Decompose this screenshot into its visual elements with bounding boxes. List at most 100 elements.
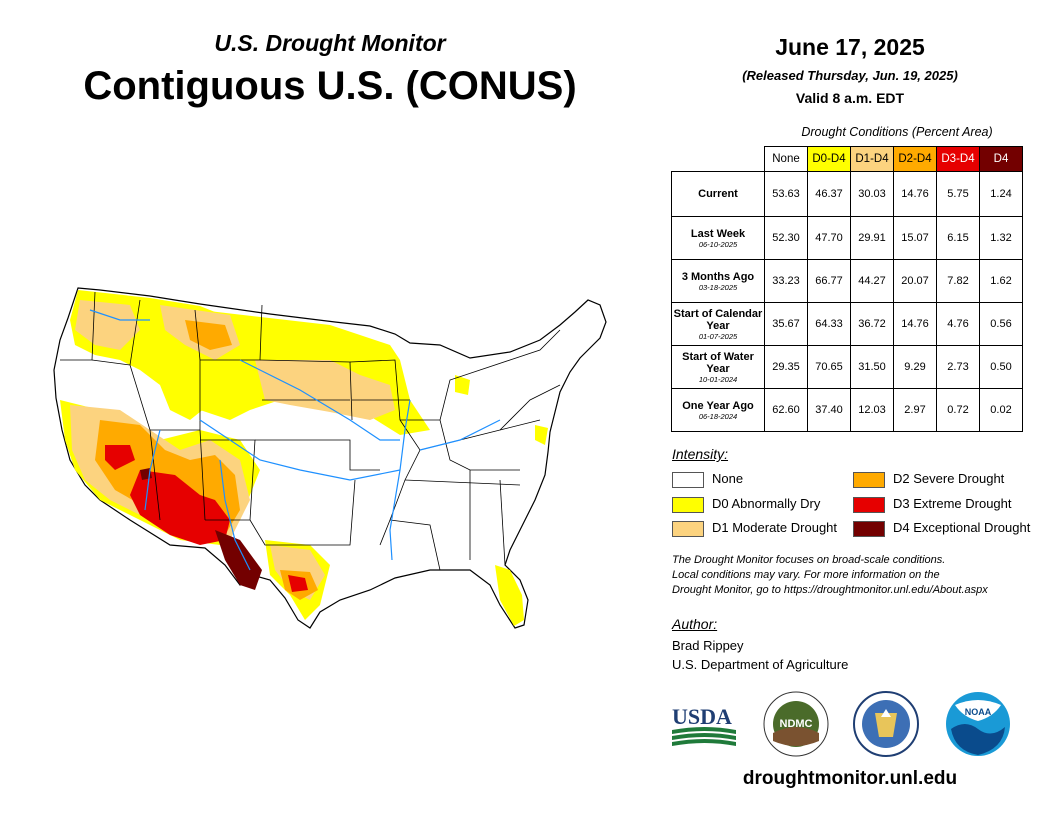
row-label-text: 3 Months Ago bbox=[681, 270, 755, 283]
table-cell: 35.67 bbox=[764, 302, 808, 346]
table-row: Start of Calendar Year 01-07-2025 35.67 6… bbox=[671, 302, 1023, 346]
table-cell: 1.24 bbox=[979, 171, 1023, 217]
row-date: 01-07-2025 bbox=[698, 331, 738, 341]
map-subtitle: U.S. Drought Monitor bbox=[214, 30, 446, 56]
legend-item-none: None bbox=[672, 470, 743, 488]
table-cell: 33.23 bbox=[764, 259, 808, 303]
rivers bbox=[89, 309, 501, 571]
row-label: Last Week 06-10-2025 bbox=[671, 216, 765, 260]
usda-logo-text: USDA bbox=[672, 704, 732, 729]
col-d2-d4: D2-D4 bbox=[893, 146, 937, 172]
table-cell: 30.03 bbox=[850, 171, 894, 217]
table-cell: 7.82 bbox=[936, 259, 980, 303]
table-cell: 20.07 bbox=[893, 259, 937, 303]
noaa-logo-text: NOAA bbox=[965, 707, 992, 717]
conditions-caption: Drought Conditions (Percent Area) bbox=[801, 125, 993, 139]
disclaimer-note: The Drought Monitor focuses on broad-sca… bbox=[672, 553, 1042, 598]
table-cell: 5.75 bbox=[936, 171, 980, 217]
row-date: 06-10-2025 bbox=[698, 239, 738, 249]
legend-heading: Intensity: bbox=[672, 446, 729, 462]
table-row: Last Week 06-10-2025 52.30 47.70 29.91 15… bbox=[671, 216, 1023, 260]
table-corner bbox=[672, 147, 765, 172]
row-label-text: Last Week bbox=[690, 227, 746, 240]
table-cell: 1.32 bbox=[979, 216, 1023, 260]
table-cell: 52.30 bbox=[764, 216, 808, 260]
row-label: One Year Ago 06-18-2024 bbox=[671, 388, 765, 432]
table-row: Current 53.63 46.37 30.03 14.76 5.75 1.2… bbox=[671, 171, 1023, 217]
note-line: Local conditions may vary. For more info… bbox=[672, 569, 940, 581]
legend-item-d0: D0 Abnormally Dry bbox=[672, 495, 820, 513]
row-label: Start of Water Year 10-01-2024 bbox=[671, 345, 765, 389]
table-cell: 0.50 bbox=[979, 345, 1023, 389]
usda-logo: USDA bbox=[672, 704, 736, 746]
ndmc-logo-text: NDMC bbox=[780, 718, 813, 730]
author-heading: Author: bbox=[672, 616, 718, 632]
table-cell: 14.76 bbox=[893, 302, 937, 346]
col-d3-d4: D3-D4 bbox=[936, 146, 980, 172]
table-cell: 29.35 bbox=[764, 345, 808, 389]
table-cell: 37.40 bbox=[807, 388, 851, 432]
row-label: Current bbox=[671, 171, 765, 217]
noaa-logo: NOAA bbox=[946, 692, 1010, 756]
table-cell: 15.07 bbox=[893, 216, 937, 260]
table-cell: 29.91 bbox=[850, 216, 894, 260]
table-cell: 31.50 bbox=[850, 345, 894, 389]
row-date: 10-01-2024 bbox=[698, 374, 738, 384]
table-cell: 66.77 bbox=[807, 259, 851, 303]
ndmc-logo: NDMC bbox=[763, 691, 829, 757]
author-name: Brad Rippey bbox=[672, 638, 744, 653]
legend-swatch bbox=[672, 471, 704, 488]
conditions-table: None D0-D4 D1-D4 D2-D4 D3-D4 D4 Current … bbox=[671, 146, 1023, 432]
table-cell: 36.72 bbox=[850, 302, 894, 346]
row-label-text: Current bbox=[698, 188, 738, 200]
legend-item-d4: D4 Exceptional Drought bbox=[853, 519, 1030, 537]
legend-label: D1 Moderate Drought bbox=[712, 520, 838, 535]
table-cell: 1.62 bbox=[979, 259, 1023, 303]
table-cell: 0.02 bbox=[979, 388, 1023, 432]
legend-swatch bbox=[672, 520, 704, 537]
legend-swatch bbox=[672, 496, 704, 513]
table-row: Start of Water Year 10-01-2024 29.35 70.6… bbox=[671, 345, 1023, 389]
legend-item-d3: D3 Extreme Drought bbox=[853, 495, 1012, 513]
table-cell: 6.15 bbox=[936, 216, 980, 260]
website-url[interactable]: droughtmonitor.unl.edu bbox=[742, 768, 958, 789]
legend-item-d1: D1 Moderate Drought bbox=[672, 519, 837, 537]
release-date: (Released Thursday, Jun. 19, 2025) bbox=[742, 68, 958, 83]
table-cell: 64.33 bbox=[807, 302, 851, 346]
row-date: 03-18-2025 bbox=[698, 282, 738, 292]
legend-label: None bbox=[712, 471, 744, 486]
legend-swatch bbox=[853, 471, 885, 488]
table-cell: 9.29 bbox=[893, 345, 937, 389]
table-cell: 14.76 bbox=[893, 171, 937, 217]
table-cell: 62.60 bbox=[764, 388, 808, 432]
table-cell: 4.76 bbox=[936, 302, 980, 346]
table-cell: 2.73 bbox=[936, 345, 980, 389]
table-row: One Year Ago 06-18-2024 62.60 37.40 12.03… bbox=[671, 388, 1023, 432]
table-cell: 0.72 bbox=[936, 388, 980, 432]
note-line: The Drought Monitor focuses on broad-sca… bbox=[672, 554, 946, 566]
table-cell: 47.70 bbox=[807, 216, 851, 260]
conus-drought-map bbox=[53, 287, 607, 629]
table-header-row: None D0-D4 D1-D4 D2-D4 D3-D4 D4 bbox=[672, 146, 1023, 172]
row-label: Start of Calendar Year 01-07-2025 bbox=[671, 302, 765, 346]
col-none: None bbox=[764, 146, 808, 172]
legend-swatch bbox=[853, 520, 885, 537]
row-label-text: Start of Water Year bbox=[682, 350, 754, 375]
legend-label: D4 Exceptional Drought bbox=[893, 520, 1031, 535]
legend-label: D2 Severe Drought bbox=[893, 471, 1005, 486]
valid-time: Valid 8 a.m. EDT bbox=[795, 90, 905, 106]
table-cell: 53.63 bbox=[764, 171, 808, 217]
legend-swatch bbox=[853, 496, 885, 513]
row-label: 3 Months Ago 03-18-2025 bbox=[671, 259, 765, 303]
map-date: June 17, 2025 bbox=[775, 34, 925, 60]
commerce-seal-logo bbox=[853, 691, 919, 757]
note-line: Drought Monitor, go to https://droughtmo… bbox=[672, 584, 988, 596]
map-title: Contiguous U.S. (CONUS) bbox=[83, 64, 577, 108]
table-cell: 0.56 bbox=[979, 302, 1023, 346]
col-d0-d4: D0-D4 bbox=[807, 146, 851, 172]
legend-item-d2: D2 Severe Drought bbox=[853, 470, 1004, 488]
col-d4: D4 bbox=[979, 146, 1023, 172]
legend-label: D3 Extreme Drought bbox=[893, 496, 1012, 511]
table-cell: 12.03 bbox=[850, 388, 894, 432]
table-cell: 2.97 bbox=[893, 388, 937, 432]
